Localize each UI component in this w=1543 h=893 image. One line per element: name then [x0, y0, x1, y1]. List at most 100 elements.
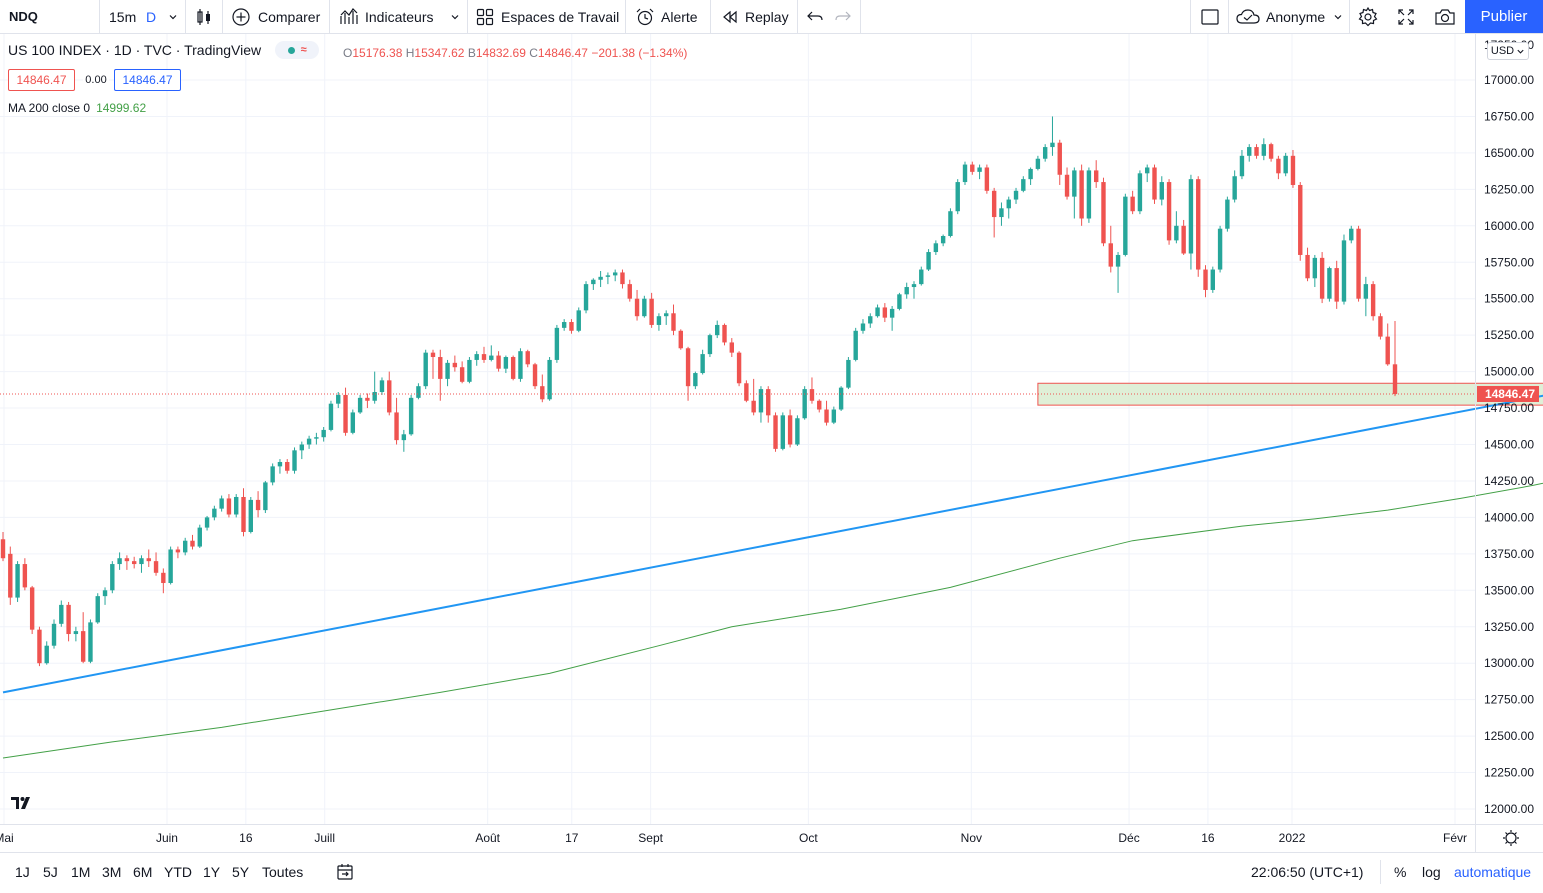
candle-body	[22, 564, 28, 588]
ma-value: 14999.62	[96, 101, 147, 115]
interval-selector[interactable]: 15m	[109, 8, 137, 25]
candles-icon[interactable]	[195, 0, 213, 33]
ma-legend[interactable]: MA 200 close 0 14999.62	[8, 101, 146, 115]
log-toggle[interactable]: log	[1422, 864, 1441, 880]
candle-body	[299, 444, 305, 451]
symbol-search[interactable]: NDQ	[9, 9, 38, 24]
candle-body	[612, 272, 618, 276]
candle-body	[1203, 269, 1208, 290]
camera-icon[interactable]	[1434, 0, 1456, 33]
candle-body	[124, 558, 130, 562]
price-axis[interactable]: 17000.00 16750.00 16500.00 16250.00 16000.00…	[1484, 73, 1534, 816]
range-5j-button[interactable]: 5J	[43, 864, 58, 880]
time-tick-label: 16	[239, 831, 253, 845]
replay-button[interactable]: Replay	[721, 0, 789, 33]
candle-body	[1363, 284, 1369, 299]
candle-body	[95, 596, 100, 623]
indicators-button[interactable]: Indicateurs	[339, 0, 433, 33]
candle-body	[583, 284, 589, 311]
indicators-label: Indicateurs	[365, 8, 434, 25]
candle-body	[0, 539, 6, 559]
candle-body	[1035, 158, 1041, 169]
publish-button[interactable]: Publier	[1465, 0, 1543, 33]
candle-body	[933, 243, 939, 253]
candle-body	[984, 167, 990, 191]
candle-body	[285, 461, 290, 471]
clock[interactable]: 22:06:50 (UTC+1)	[1251, 864, 1364, 880]
undo-icon[interactable]	[806, 0, 824, 33]
candle-body	[1261, 144, 1267, 156]
redo-icon[interactable]	[834, 0, 852, 33]
candle-body	[715, 324, 720, 336]
buy-button[interactable]: 14846.47	[114, 69, 181, 91]
candle-body	[474, 354, 479, 360]
range-toutes-button[interactable]: Toutes	[262, 864, 304, 880]
candle-body	[1152, 167, 1157, 200]
candle-body	[1123, 196, 1128, 255]
candle-body	[868, 316, 873, 324]
candle-body	[897, 294, 902, 309]
candle-body	[1239, 155, 1245, 177]
trendline[interactable]	[2, 278, 1543, 694]
compare-button[interactable]: Comparer	[231, 0, 320, 33]
range-ytd-button[interactable]: YTD	[164, 864, 192, 880]
sell-button[interactable]: 14846.47	[8, 69, 75, 91]
candle-body	[489, 355, 494, 360]
price-chart[interactable]: 17000.00 16750.00 16500.00 16250.00 16000.00…	[0, 34, 1543, 852]
candle-body	[102, 590, 108, 597]
tradingview-logo[interactable]	[9, 791, 37, 815]
candle-body	[1072, 170, 1077, 197]
candle-body	[1166, 182, 1172, 241]
expand-icon[interactable]	[1397, 0, 1415, 33]
range-1m-button[interactable]: 1M	[71, 864, 91, 880]
candle-body	[1188, 179, 1194, 254]
price-tick-label: 14500.00	[1484, 438, 1534, 452]
range-3m-button[interactable]: 3M	[102, 864, 122, 880]
plus-circle-icon	[232, 7, 250, 26]
range-1j-button[interactable]: 1J	[15, 864, 30, 880]
time-tick-label: Déc	[1118, 831, 1139, 845]
gear-icon[interactable]	[1357, 0, 1379, 33]
candle-body	[8, 553, 13, 598]
chevron-down-icon[interactable]	[168, 0, 178, 33]
candle-body	[270, 466, 275, 483]
open-value: 15176.38	[352, 46, 403, 60]
symbol-title[interactable]: US 100 INDEX · 1D · TVC · TradingView	[8, 42, 262, 58]
candle-body	[1006, 199, 1011, 209]
candle-body	[1057, 142, 1062, 175]
time-axis[interactable]: Mai Juin 16 Juill Août 17 Sept Oct Nov Déc 16 2022 F…	[0, 831, 1467, 845]
auto-scale-toggle[interactable]: automatique	[1454, 864, 1532, 880]
currency-label: USD	[1490, 45, 1515, 57]
candle-body	[1225, 199, 1230, 229]
range-1y-button[interactable]: 1Y	[203, 864, 221, 880]
time-settings-icon[interactable]	[1503, 830, 1519, 846]
interval-alt[interactable]: D	[146, 8, 157, 25]
currency-selector[interactable]: USD	[1487, 42, 1529, 60]
candle-body	[846, 359, 851, 388]
range-5y-button[interactable]: 5Y	[232, 864, 250, 880]
date-range-calendar-icon[interactable]	[336, 853, 354, 891]
alert-button[interactable]: Alerte	[635, 0, 698, 33]
candle-body	[882, 307, 888, 318]
candle-body	[1290, 155, 1296, 185]
range-6m-button[interactable]: 6M	[133, 864, 153, 880]
fullscreen-toggle-icon[interactable]	[1200, 0, 1220, 33]
alert-label: Alerte	[661, 8, 698, 25]
candle-body	[926, 252, 931, 270]
chevron-down-icon[interactable]	[1333, 0, 1343, 33]
candle-body	[787, 415, 793, 445]
candle-body	[263, 482, 268, 511]
workspaces-button[interactable]: Espaces de Travail	[476, 0, 619, 33]
percent-toggle[interactable]: %	[1394, 864, 1407, 880]
candle-body	[970, 164, 975, 172]
ohlc-values: O15176.38 H15347.62 B14832.69 C14846.47 …	[343, 46, 688, 60]
cloud-save-button[interactable]: Anonyme	[1236, 0, 1325, 33]
candle-body	[940, 236, 946, 244]
candle-body	[766, 389, 771, 416]
price-tick-label: 15750.00	[1484, 255, 1534, 269]
price-tick-label: 15000.00	[1484, 365, 1534, 379]
market-status-badge[interactable]: ≈	[275, 41, 320, 59]
candle-body	[962, 164, 968, 183]
chevron-down-icon[interactable]	[450, 0, 460, 33]
candle-body	[15, 564, 20, 598]
